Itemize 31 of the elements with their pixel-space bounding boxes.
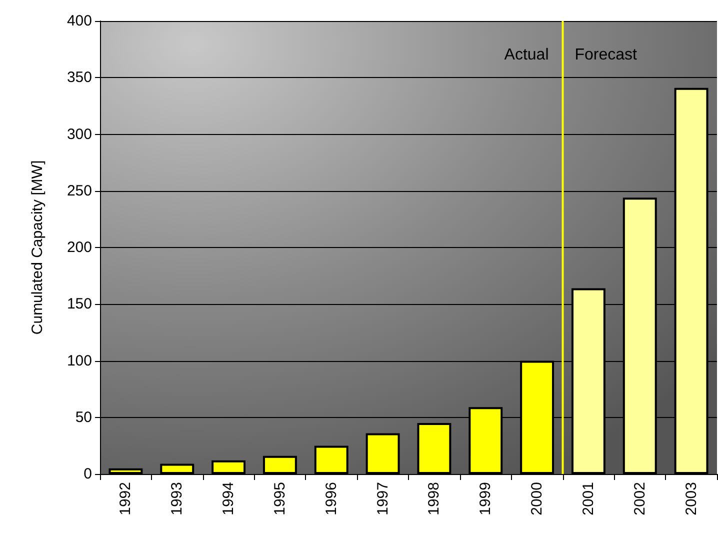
x-tick-label: 2003 (682, 482, 700, 516)
x-tick-label: 1998 (426, 482, 443, 516)
y-tick-label: 350 (66, 69, 92, 86)
x-tick-label: 1995 (271, 482, 288, 516)
y-tick-label: 300 (66, 126, 92, 143)
bar (108, 468, 143, 474)
y-tick-label: 50 (75, 408, 92, 426)
x-tick-label: 1992 (117, 482, 134, 516)
y-tick-label: 250 (66, 182, 92, 200)
y-tick-label: 200 (66, 239, 92, 256)
bar (314, 446, 348, 474)
y-tick-label: 0 (84, 466, 92, 482)
y-tick-label: 150 (66, 296, 92, 313)
x-tick-label: 2002 (631, 482, 648, 516)
bar (417, 423, 452, 474)
bar (262, 456, 297, 474)
y-tick-label: 400 (66, 12, 92, 30)
bar (212, 460, 246, 474)
bar (160, 464, 194, 474)
x-tick-label: 1999 (477, 482, 494, 516)
x-tick-label: 2000 (528, 482, 546, 516)
x-tick-label: 1997 (374, 482, 392, 516)
bar (366, 433, 400, 474)
x-tick-label: 2001 (580, 482, 597, 516)
x-tick-label: 1993 (168, 482, 186, 516)
y-axis-title: Cumulated Capacity [MW] (29, 160, 46, 335)
x-tick-label: 1996 (322, 482, 340, 516)
annotation: Forecast (574, 46, 638, 64)
y-tick-label: 100 (66, 352, 92, 370)
annotation: Actual (504, 46, 549, 64)
x-tick-label: 1994 (220, 482, 238, 516)
